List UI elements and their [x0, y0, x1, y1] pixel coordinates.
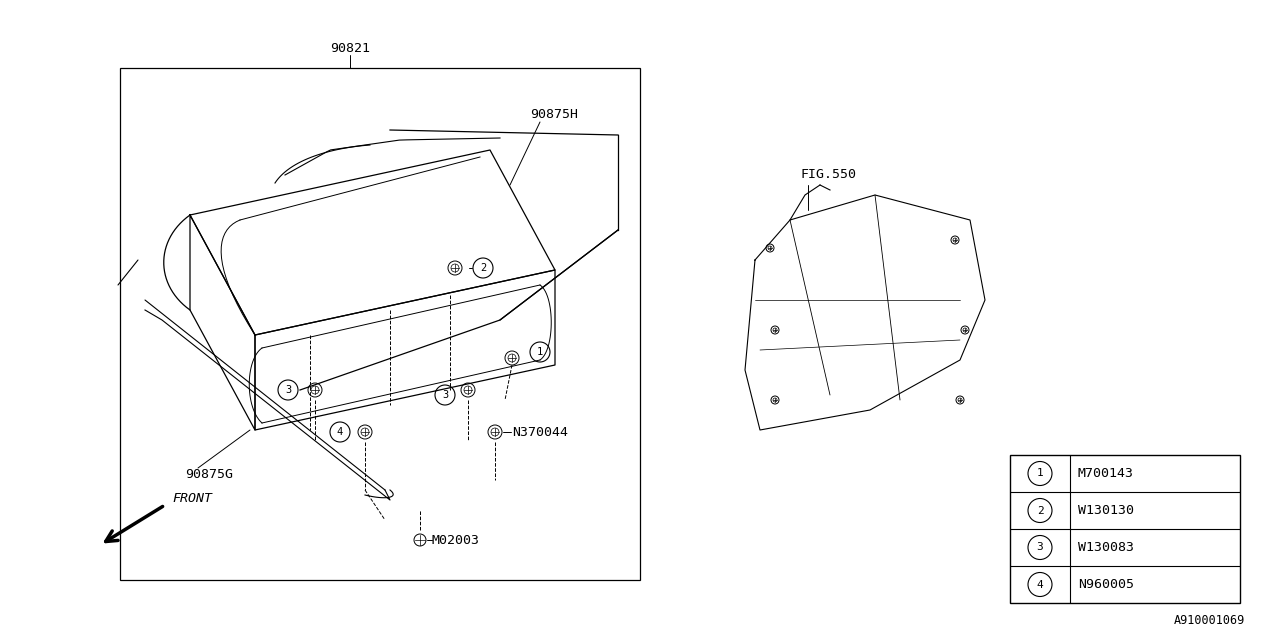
Text: FRONT: FRONT — [172, 492, 212, 504]
Text: 4: 4 — [1037, 579, 1043, 589]
Bar — [1010, 455, 1240, 603]
Text: M02003: M02003 — [433, 534, 480, 547]
Text: A910001069: A910001069 — [1174, 614, 1245, 627]
Text: 4: 4 — [337, 427, 343, 437]
Text: 90821: 90821 — [330, 42, 370, 54]
Text: 90875H: 90875H — [530, 109, 579, 122]
Text: 1: 1 — [1037, 468, 1043, 479]
Text: 3: 3 — [285, 385, 291, 395]
Bar — [120, 68, 640, 580]
Text: 1: 1 — [536, 347, 543, 357]
Text: W130083: W130083 — [1078, 541, 1134, 554]
Text: M700143: M700143 — [1078, 467, 1134, 480]
Text: N370044: N370044 — [512, 426, 568, 438]
Text: 3: 3 — [442, 390, 448, 400]
Text: W130130: W130130 — [1078, 504, 1134, 517]
Text: N960005: N960005 — [1078, 578, 1134, 591]
Text: 2: 2 — [1037, 506, 1043, 515]
Text: 90875G: 90875G — [186, 468, 233, 481]
Text: 3: 3 — [1037, 543, 1043, 552]
Text: FIG.550: FIG.550 — [800, 168, 856, 182]
Text: 2: 2 — [480, 263, 486, 273]
